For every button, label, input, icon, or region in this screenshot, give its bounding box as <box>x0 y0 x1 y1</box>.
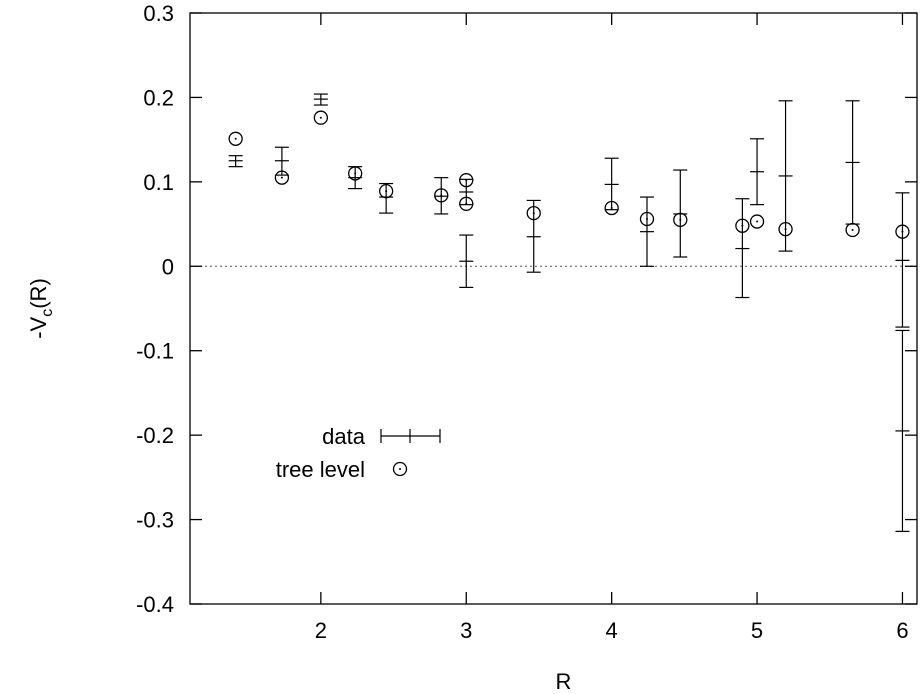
data-point <box>845 100 860 225</box>
marker-dot <box>679 218 682 221</box>
marker-dot <box>465 202 468 205</box>
marker-circle <box>895 224 910 239</box>
tree-level-point <box>434 188 449 203</box>
marker-circle <box>526 205 541 221</box>
tree-level-point <box>735 218 750 233</box>
marker-dot <box>756 220 759 223</box>
tree-level-point <box>749 214 765 229</box>
y-tick-label: -0.3 <box>136 508 174 533</box>
tree-level-point <box>845 222 860 238</box>
tree-level-point <box>378 183 394 199</box>
tree-level-point <box>348 166 363 181</box>
marker-circle <box>604 200 619 216</box>
data-point <box>778 100 793 252</box>
data-point <box>735 198 750 299</box>
tick-layer: -0.4 -0.3 -0.2 -0.1 0 0.1 0.2 0.3 2 3 4 5 6 <box>136 1 917 643</box>
tree-level-point <box>895 224 910 239</box>
x-tick-label: 4 <box>606 618 618 643</box>
tree-level-point <box>228 131 243 146</box>
data-point <box>895 329 910 532</box>
data-point <box>459 234 474 288</box>
marker-circle <box>378 183 394 199</box>
tree-level-point <box>604 200 619 216</box>
marker-circle <box>313 110 329 125</box>
y-axis-label-tail: (R) <box>26 278 51 309</box>
y-axis-label-subscript: c <box>39 309 56 317</box>
tree-level-point <box>639 211 655 227</box>
x-tick-label: 3 <box>460 618 472 643</box>
marker-circle <box>735 218 750 233</box>
legend: data tree level <box>276 424 441 482</box>
marker-dot <box>354 172 357 175</box>
marker-dot <box>610 207 613 210</box>
marker-dot <box>440 194 443 197</box>
legend-label-data: data <box>322 424 366 449</box>
marker-circle <box>749 214 765 229</box>
y-tick-label: 0.2 <box>143 85 174 110</box>
y-tick-label: 0 <box>162 254 174 279</box>
marker-dot <box>741 224 744 227</box>
data-point <box>750 138 765 206</box>
y-tick-label: -0.1 <box>136 339 174 364</box>
marker-dot <box>901 230 904 233</box>
tree-level-point <box>459 173 474 188</box>
x-tick-label: 2 <box>315 618 327 643</box>
marker-dot <box>645 218 648 221</box>
marker-dot <box>385 190 388 193</box>
marker-dot <box>465 179 468 182</box>
legend-marker-tree-level <box>392 461 408 477</box>
marker-circle <box>459 173 474 188</box>
marker-circle <box>228 131 243 146</box>
tree-level-point <box>459 196 474 211</box>
data-point <box>459 178 474 206</box>
data-layer <box>228 93 910 532</box>
marker-circle <box>778 221 793 237</box>
marker-dot <box>319 116 322 119</box>
y-tick-label: 0.1 <box>143 170 174 195</box>
marker-dot <box>399 468 401 470</box>
x-tick-label: 5 <box>751 618 763 643</box>
marker-dot <box>234 137 237 140</box>
marker-dot <box>784 228 787 231</box>
tree-level-point <box>274 170 290 185</box>
data-point <box>313 93 328 106</box>
tree-level-point <box>313 110 329 125</box>
marker-circle <box>845 222 860 238</box>
tree-level-point <box>778 221 793 237</box>
y-axis-label-main: -V <box>26 316 51 338</box>
marker-dot <box>532 212 535 215</box>
tree-level-point <box>673 212 688 228</box>
data-point <box>379 182 394 214</box>
x-tick-label: 6 <box>896 618 908 643</box>
legend-marker-data <box>380 429 441 443</box>
marker-circle <box>639 211 655 227</box>
y-tick-label: -0.4 <box>136 592 174 617</box>
plot-frame <box>189 12 918 605</box>
marker-circle <box>274 170 290 185</box>
x-axis-label: R <box>556 669 572 694</box>
marker-circle <box>392 461 408 477</box>
y-tick-label: -0.2 <box>136 423 174 448</box>
marker-circle <box>459 196 474 211</box>
marker-dot <box>851 228 854 231</box>
data-point <box>639 196 654 267</box>
marker-dot <box>280 176 283 179</box>
marker-circle <box>434 188 449 203</box>
marker-circle <box>673 212 688 228</box>
data-point <box>526 199 541 273</box>
marker-circle <box>348 166 363 181</box>
data-point <box>228 155 243 168</box>
legend-label-tree-level: tree level <box>276 457 365 482</box>
data-point <box>274 146 289 176</box>
data-point <box>895 192 910 328</box>
tree-level-point <box>526 205 541 221</box>
y-axis-label: -Vc(R) <box>26 278 56 339</box>
y-tick-label: 0.3 <box>143 1 174 26</box>
plot-frame-layer <box>189 12 918 605</box>
